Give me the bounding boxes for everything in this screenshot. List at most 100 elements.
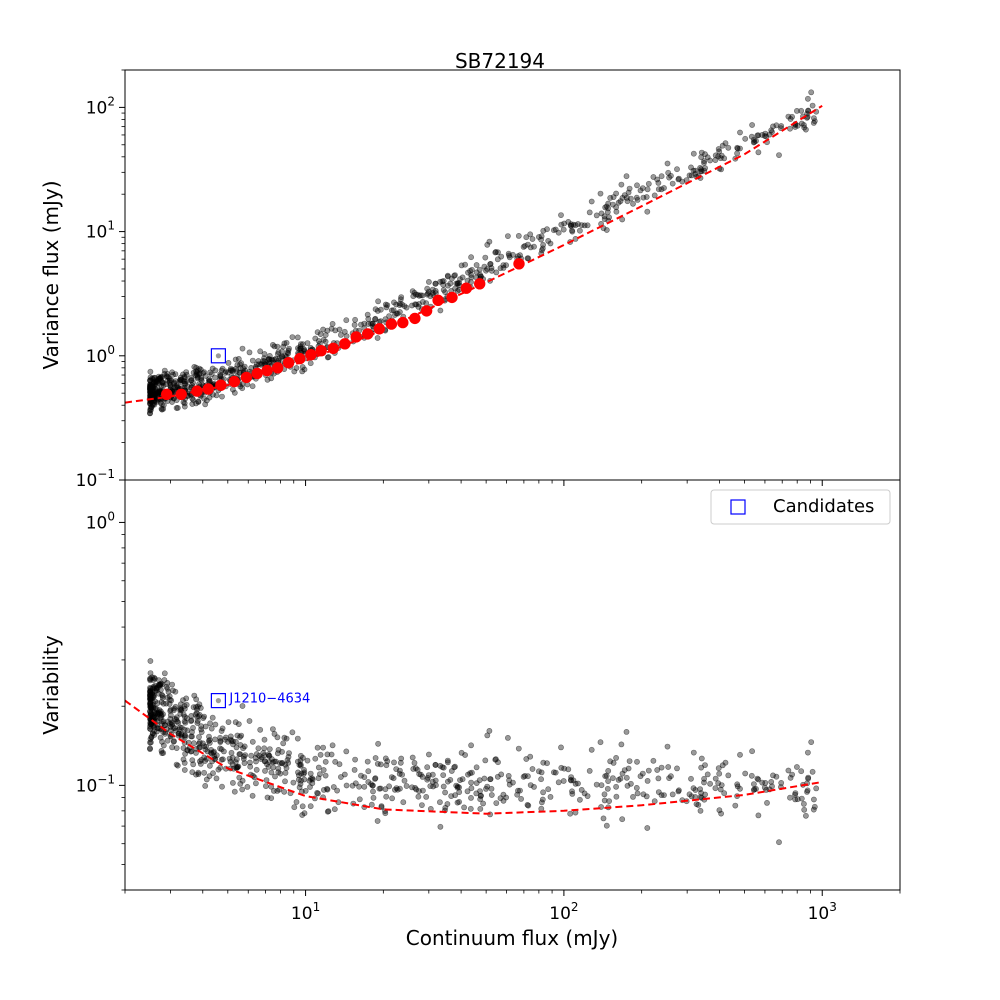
scatter-point: [811, 796, 817, 803]
scatter-point: [202, 746, 209, 753]
scatter-point: [198, 376, 204, 383]
scatter-point: [193, 710, 200, 716]
scatter-point: [538, 805, 545, 812]
scatter-point: [669, 180, 676, 187]
scatter-point: [517, 787, 523, 794]
scatter-point: [282, 761, 289, 768]
scatter-point: [159, 695, 166, 701]
scatter-point: [540, 789, 546, 796]
scatter-point: [195, 769, 202, 776]
scatter-point: [149, 730, 156, 737]
variability-overlays: [125, 692, 823, 815]
scatter-point: [623, 173, 630, 180]
scatter-point: [219, 725, 226, 732]
scatter-point: [515, 787, 521, 794]
scatter-point: [219, 756, 226, 763]
scatter-point: [320, 787, 327, 793]
scatter-point: [198, 726, 204, 733]
scatter-point: [157, 734, 164, 741]
scatter-point: [415, 793, 422, 800]
scatter-point: [452, 792, 458, 799]
scatter-point: [169, 681, 175, 688]
scatter-point: [751, 786, 758, 793]
scatter-point: [270, 788, 277, 794]
scatter-point: [432, 782, 439, 789]
scatter-point: [329, 742, 336, 749]
scatter-point: [361, 320, 368, 327]
scatter-point: [183, 715, 190, 722]
scatter-point: [651, 192, 658, 199]
scatter-point: [193, 370, 200, 377]
scatter-point: [189, 757, 196, 764]
scatter-point: [212, 736, 218, 743]
scatter-point: [229, 738, 236, 745]
scatter-point: [644, 778, 651, 784]
scatter-point: [734, 781, 741, 788]
binned-point: [385, 318, 398, 330]
scatter-point: [195, 398, 202, 405]
legend-candidate-marker: [730, 499, 746, 515]
scatter-point: [577, 227, 583, 234]
scatter-point: [437, 307, 444, 314]
scatter-point: [645, 180, 652, 187]
scatter-point: [227, 365, 234, 372]
scatter-point: [217, 745, 223, 752]
scatter-point: [364, 311, 371, 318]
scatter-point: [212, 374, 218, 381]
scatter-point: [801, 801, 807, 807]
scatter-point: [170, 371, 176, 378]
scatter-point: [220, 748, 227, 755]
scatter-point: [217, 764, 224, 771]
scatter-point: [246, 718, 253, 724]
scatter-point: [263, 777, 270, 783]
scatter-point: [762, 780, 769, 786]
scatter-point: [328, 751, 335, 758]
scatter-point: [539, 796, 546, 803]
binned-point: [432, 294, 444, 306]
scatter-point: [688, 172, 695, 179]
scatter-point: [515, 745, 522, 752]
scatter-point: [486, 238, 493, 245]
scatter-point: [624, 198, 631, 205]
y-tick-label: 100: [86, 509, 115, 533]
scatter-point: [593, 781, 600, 788]
scatter-point: [389, 795, 395, 802]
scatter-point: [712, 775, 719, 782]
scatter-point: [314, 329, 321, 336]
scatter-point: [249, 738, 256, 745]
scatter-point: [581, 222, 588, 229]
scatter-point: [213, 392, 220, 399]
scatter-point: [742, 770, 749, 777]
scatter-point: [444, 801, 451, 807]
scatter-point: [639, 185, 646, 191]
scatter-point: [628, 780, 634, 787]
scatter-point: [188, 713, 195, 719]
scatter-point: [658, 173, 665, 180]
scatter-point: [181, 767, 188, 773]
scatter-point: [172, 378, 179, 384]
scatter-point: [280, 740, 287, 747]
scatter-point: [341, 328, 348, 335]
scatter-point: [283, 339, 290, 346]
scatter-point: [665, 764, 672, 770]
y-tick-label: 100: [86, 343, 115, 367]
scatter-point: [281, 340, 288, 347]
scatter-point: [301, 776, 308, 783]
scatter-point: [280, 343, 287, 350]
scatter-point: [198, 723, 205, 730]
scatter-point: [618, 181, 625, 188]
scatter-point: [593, 212, 600, 219]
scatter-point: [524, 255, 531, 262]
scatter-point: [315, 764, 322, 771]
scatter-point: [282, 778, 288, 785]
scatter-point: [411, 760, 418, 766]
scatter-point: [358, 772, 364, 779]
scatter-point: [147, 688, 153, 694]
scatter-point: [454, 280, 461, 287]
scatter-point: [228, 749, 235, 756]
scatter-point: [225, 719, 232, 725]
scatter-point: [279, 760, 286, 766]
scatter-point: [462, 752, 468, 758]
scatter-point: [626, 185, 633, 192]
scatter-point: [606, 798, 612, 804]
